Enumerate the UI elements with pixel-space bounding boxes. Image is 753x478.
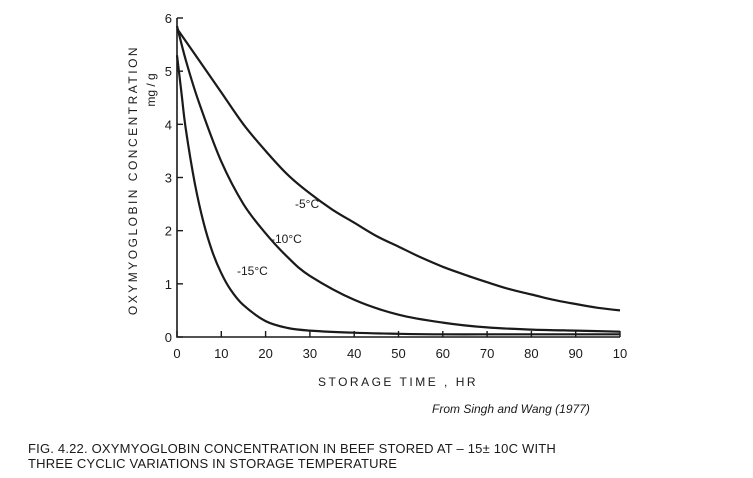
caption-line-1: FIG. 4.22. OXYMYOGLOBIN CONCENTRATION IN…	[28, 441, 557, 456]
series-label-minus-10c: -10°C	[271, 232, 302, 246]
curve-minus-10c	[175, 25, 621, 333]
x-tick-label: 0	[173, 346, 180, 361]
y-tick-label: 3	[165, 171, 172, 186]
figure-caption: FIG. 4.22. OXYMYOGLOBIN CONCENTRATION IN…	[28, 441, 728, 471]
x-axis-title: STORAGE TIME , HR	[318, 375, 478, 389]
series-label-minus-15c: -15°C	[237, 264, 268, 278]
series-label-minus-5c: -5°C	[295, 197, 319, 211]
y-tick-label: 4	[165, 117, 172, 132]
x-tick-label: 10	[214, 346, 228, 361]
y-axis-title: OXYMYOGLOBIN CONCENTRATION	[126, 45, 140, 315]
curve-minus-15c	[175, 55, 620, 336]
y-tick-label: 0	[165, 330, 172, 345]
x-tick-label: 70	[480, 346, 494, 361]
y-tick-label: 2	[165, 224, 172, 239]
x-tick-label: 50	[391, 346, 405, 361]
x-tick-label: 60	[436, 346, 450, 361]
x-tick-label: 10	[613, 346, 627, 361]
y-tick-label: 6	[165, 11, 172, 26]
curve-minus-5c	[176, 27, 621, 312]
x-tick-label: 90	[568, 346, 582, 361]
chart-curves	[175, 25, 621, 336]
x-tick-label: 30	[303, 346, 317, 361]
y-axis-unit: mg / g	[144, 73, 158, 106]
y-tick-label: 1	[165, 277, 172, 292]
chart-series-labels: -5°C -10°C -15°C	[237, 197, 319, 278]
source-note: From Singh and Wang (1977)	[432, 402, 590, 416]
y-tick-label: 5	[165, 64, 172, 79]
x-tick-label: 80	[524, 346, 538, 361]
x-tick-label: 40	[347, 346, 361, 361]
caption-line-2: THREE CYCLIC VARIATIONS IN STORAGE TEMPE…	[28, 456, 398, 471]
axis-lines	[176, 18, 620, 338]
x-tick-label: 20	[258, 346, 272, 361]
